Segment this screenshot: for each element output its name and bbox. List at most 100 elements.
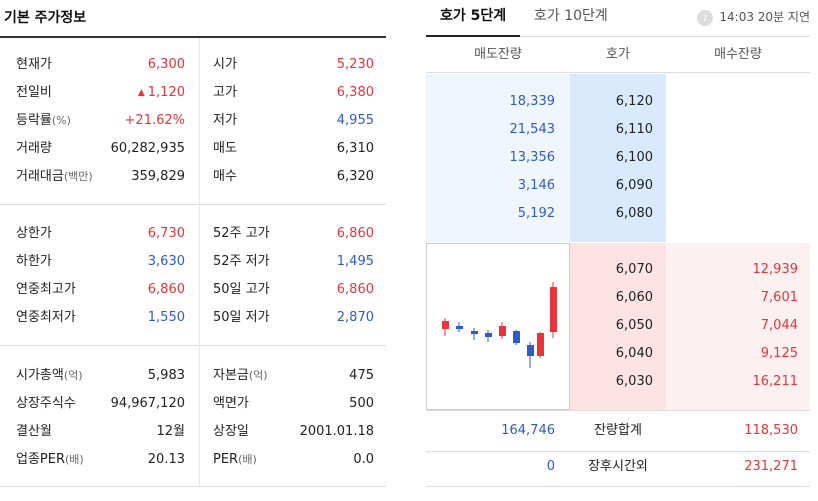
panel-title: 기본 주가정보 (4, 10, 87, 26)
table-row: 시가총액(억) 5,983 자본금(억) 475 (0, 362, 386, 390)
label-lower-limit: 하한가 (16, 254, 52, 269)
bid-price[interactable]: 6,060 (615, 290, 653, 305)
bid-row: 6,030 16,211 (426, 368, 810, 396)
header-bid-qty: 매수잔량 (714, 47, 762, 62)
header-ask-qty: 매도잔량 (474, 47, 522, 62)
up-arrow-icon: ▲ (137, 88, 145, 98)
value-bid: 6,320 (336, 169, 374, 184)
tab-10-levels[interactable]: 호가 10단계 (534, 8, 608, 24)
value-50d-low: 2,870 (336, 310, 374, 325)
value-50d-high: 6,860 (336, 282, 374, 297)
label-text: 등락률 (16, 113, 52, 128)
value-low: 4,955 (336, 113, 374, 128)
candle (527, 342, 534, 368)
label-unit: (배) (238, 453, 257, 466)
label-low: 저가 (213, 113, 237, 128)
change-amount: 1,120 (147, 85, 185, 100)
after-hours-ask-qty: 0 (546, 459, 555, 474)
value-ytd-high: 6,860 (147, 282, 185, 297)
value-par-value: 500 (349, 396, 374, 411)
label-industry-per: 업종PER(배) (16, 446, 84, 474)
ask-row: 13,356 6,100 (426, 144, 810, 172)
basic-stock-info-panel: 기본 주가정보 현재가 6,300 시가 5,230 전일비 ▲ 1,120 고가… (0, 0, 390, 501)
label-listed-shares: 상장주식수 (16, 396, 76, 411)
after-hours-row: 0 장후시간외 231,271 (426, 447, 810, 487)
divider (426, 486, 810, 487)
label-unit: (%) (51, 114, 71, 127)
table-row: 현재가 6,300 시가 5,230 (0, 51, 386, 79)
price-section: 현재가 6,300 시가 5,230 전일비 ▲ 1,120 고가 6,380 등… (0, 38, 386, 205)
company-section: 시가총액(억) 5,983 자본금(억) 475 상장주식수 94,967,12… (0, 347, 386, 487)
label-listing-date: 상장일 (213, 424, 249, 439)
value-change: ▲ 1,120 (138, 79, 185, 108)
label-text: 업종PER (16, 452, 66, 467)
column-divider (199, 38, 200, 204)
total-ask-qty: 164,746 (501, 423, 555, 438)
ask-qty: 21,543 (509, 122, 556, 137)
label-volume: 거래량 (16, 141, 52, 156)
table-row: 등락률(%) +21.62% 저가 4,955 (0, 107, 386, 135)
ask-price[interactable]: 6,110 (615, 122, 653, 137)
info-icon[interactable]: i (697, 10, 714, 26)
bid-price[interactable]: 6,030 (615, 374, 653, 389)
ask-price[interactable]: 6,120 (615, 94, 653, 109)
totals-row: 164,746 잔량합계 118,530 (426, 411, 810, 451)
bid-qty: 7,601 (760, 290, 798, 305)
bid-qty: 9,125 (760, 346, 798, 361)
bid-price[interactable]: 6,050 (615, 318, 653, 333)
table-row: 결산월 12월 상장일 2001.01.18 (0, 418, 386, 446)
ask-price[interactable]: 6,080 (615, 206, 653, 221)
divider (426, 451, 810, 452)
label-text: 거래대금 (16, 169, 64, 184)
bid-qty: 12,939 (752, 262, 799, 277)
after-hours-label: 장후시간외 (588, 459, 648, 474)
bid-price-area (570, 243, 666, 410)
range-section: 상한가 6,730 52주 고가 6,860 하한가 3,630 52주 저가 … (0, 206, 386, 346)
column-divider (199, 206, 200, 345)
candle-chart-svg (442, 282, 557, 368)
delay-text: 14:03 20분 지연 (719, 10, 810, 24)
candle (456, 322, 463, 332)
table-row: 하한가 3,630 52주 저가 1,495 (0, 248, 386, 276)
divider (0, 36, 386, 38)
label-trade-value: 거래대금(백만) (16, 163, 93, 191)
label-bid: 매수 (213, 169, 237, 184)
tab-5-levels[interactable]: 호가 5단계 (426, 0, 521, 37)
order-book-panel: 호가 5단계 호가 10단계 i 14:03 20분 지연 매도잔량 호가 매수잔… (426, 0, 810, 501)
bid-price[interactable]: 6,040 (615, 346, 653, 361)
table-row: 전일비 ▲ 1,120 고가 6,380 (0, 79, 386, 107)
ask-price[interactable]: 6,090 (615, 178, 653, 193)
ask-qty: 3,146 (517, 178, 555, 193)
value-52w-high: 6,860 (336, 226, 374, 241)
value-industry-per: 20.13 (147, 452, 185, 467)
label-upper-limit: 상한가 (16, 226, 52, 241)
label-unit: (배) (65, 453, 84, 466)
label-unit: (억) (63, 369, 83, 382)
label-change-rate: 등락률(%) (16, 107, 71, 135)
candle (471, 328, 478, 340)
order-book-tabs: 호가 5단계 호가 10단계 i 14:03 20분 지연 (426, 0, 810, 37)
value-per: 0.0 (353, 452, 374, 467)
bid-price[interactable]: 6,070 (615, 262, 653, 277)
value-listing-date: 2001.01.18 (299, 424, 374, 439)
value-current-price: 6,300 (147, 57, 185, 72)
bid-row: 6,070 12,939 (426, 256, 810, 284)
label-change: 전일비 (16, 85, 52, 100)
bid-qty: 16,211 (752, 374, 799, 389)
ask-qty: 18,339 (509, 94, 556, 109)
label-52w-high: 52주 고가 (213, 226, 270, 241)
divider (426, 410, 810, 411)
value-volume: 60,282,935 (110, 141, 185, 156)
label-capital: 자본금(억) (213, 362, 268, 390)
ask-price-area (570, 74, 666, 242)
ask-price[interactable]: 6,100 (615, 150, 653, 165)
ask-row: 5,192 6,080 (426, 200, 810, 228)
label-unit: (억) (248, 369, 268, 382)
ask-row: 18,339 6,120 (426, 88, 810, 116)
label-text: 시가총액 (16, 368, 64, 383)
ask-qty: 13,356 (509, 150, 556, 165)
label-52w-low: 52주 저가 (213, 254, 270, 269)
label-text: 자본금 (213, 368, 249, 383)
delay-notice: i 14:03 20분 지연 (697, 8, 810, 26)
table-row: 상장주식수 94,967,120 액면가 500 (0, 390, 386, 418)
